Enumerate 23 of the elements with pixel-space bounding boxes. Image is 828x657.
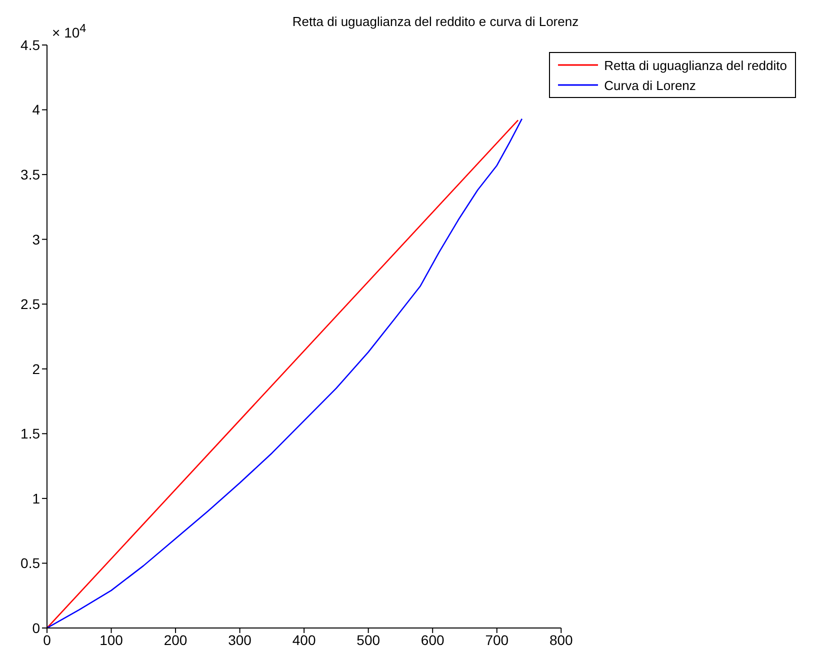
y-tick-label: 2 — [32, 360, 40, 377]
y-tick-label: 3 — [32, 231, 40, 248]
y-tick-label: 3.5 — [20, 166, 40, 183]
y-tick-label: 1.5 — [20, 426, 40, 442]
x-tick-label: 400 — [292, 632, 316, 648]
x-tick-label: 800 — [549, 632, 574, 648]
x-tick-label: 300 — [228, 632, 252, 648]
y-tick-label: 2.5 — [20, 296, 40, 312]
y-tick-label: 0 — [32, 620, 40, 636]
axis-multiplier: × 10$^{4}$ — [52, 22, 86, 41]
legend-label: Curva di Lorenz — [604, 78, 696, 92]
x-tick-label: 600 — [420, 632, 444, 648]
chart-title: Retta di uguaglianza del reddito e curva di Lorenz — [292, 14, 579, 29]
x-tick-label: 700 — [485, 632, 509, 648]
x-tick-label: 500 — [356, 632, 380, 648]
y-tick-label: 0.5 — [20, 555, 40, 572]
y-tick-label: 4 — [32, 102, 40, 118]
y-tick-label: 1 — [32, 490, 40, 506]
legend-label: Retta di uguaglianza del reddito — [604, 58, 787, 72]
x-tick-label: 200 — [164, 632, 188, 648]
y-tick-label: 4.5 — [20, 36, 40, 53]
x-tick-label: 0 — [43, 632, 52, 648]
x-tick-label: 100 — [100, 632, 124, 648]
